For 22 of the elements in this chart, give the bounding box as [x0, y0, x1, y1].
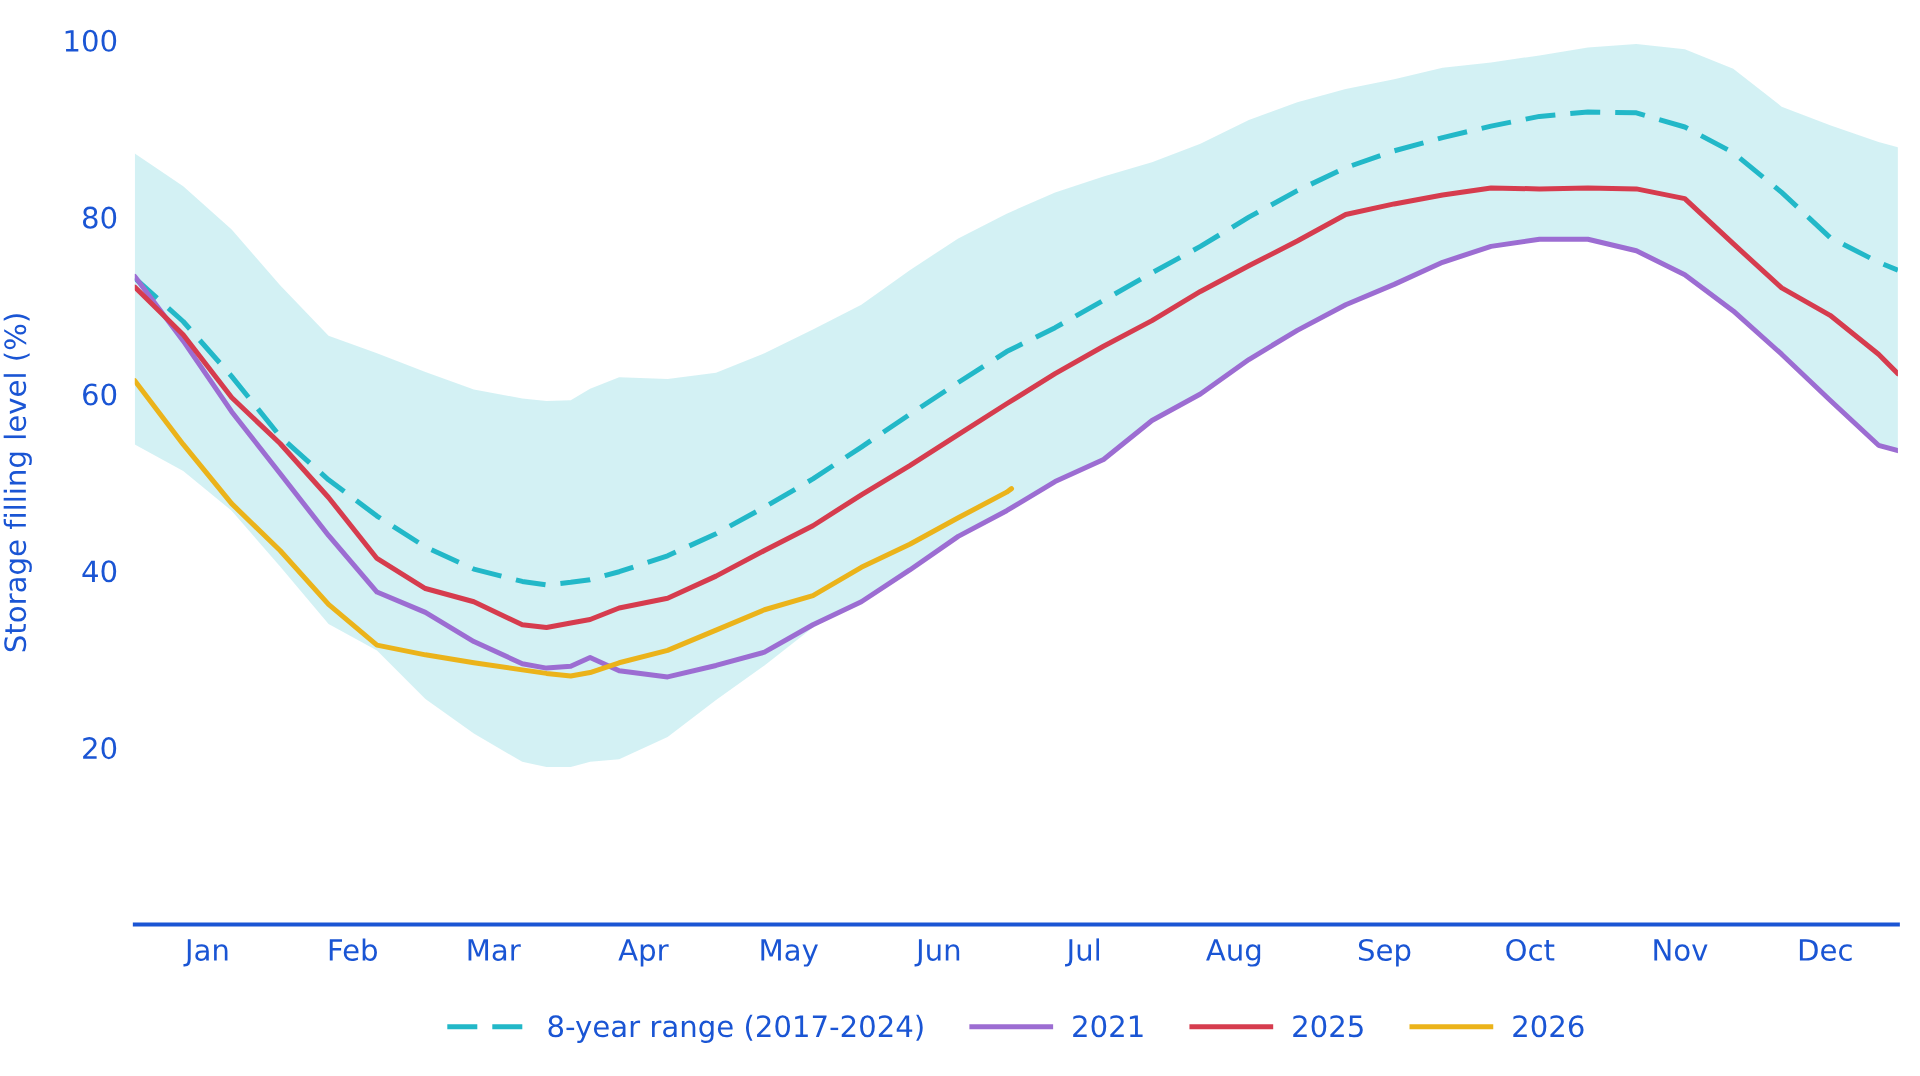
- legend-label: 2025: [1293, 1015, 1363, 1038]
- x-tick-label: May: [761, 939, 818, 967]
- y-tick-label: 100: [65, 29, 117, 52]
- x-tick-label: Dec: [1799, 939, 1852, 961]
- x-tick-label: Jun: [914, 939, 960, 967]
- x-tick-label: Oct: [1506, 938, 1555, 961]
- legend-label: 2026: [1513, 1015, 1584, 1038]
- x-tick-label: Nov: [1654, 939, 1708, 961]
- x-tick-label: Mar: [468, 939, 521, 961]
- legend-label: 2021: [1073, 1015, 1143, 1038]
- x-tick-label: Jan: [183, 939, 228, 967]
- x-tick-label: Feb: [329, 938, 377, 961]
- x-tick-label: Aug: [1206, 939, 1261, 967]
- y-axis-title: Storage filling level (%): [3, 314, 32, 652]
- x-tick-label: Jul: [1065, 938, 1100, 967]
- y-tick-label: 60: [83, 383, 117, 406]
- x-tick-label: Sep: [1358, 938, 1411, 967]
- y-tick-label: 20: [83, 737, 117, 760]
- y-tick-label: 80: [82, 206, 117, 229]
- y-tick-label: 40: [82, 560, 117, 583]
- legend-label: 8-year range (2017-2024): [548, 1014, 923, 1043]
- x-tick-label: Apr: [618, 939, 669, 967]
